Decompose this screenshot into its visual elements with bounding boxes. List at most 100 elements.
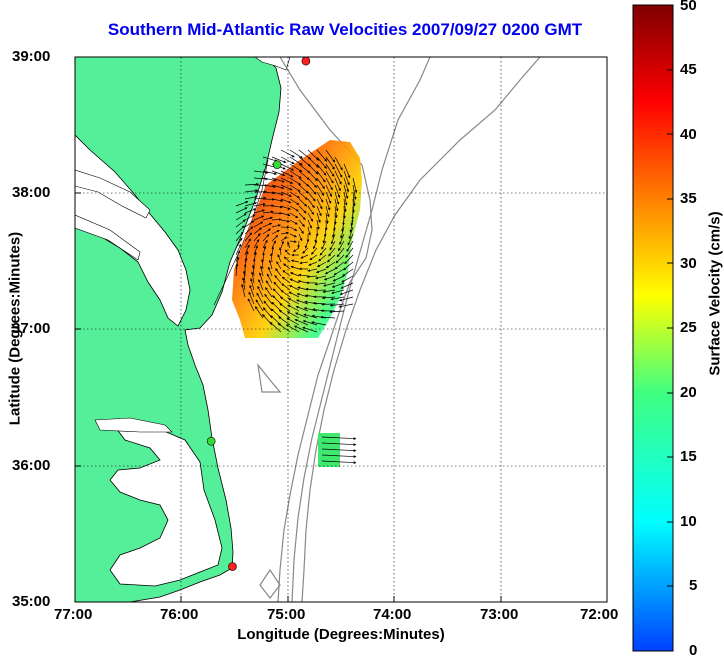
velocity-vector	[298, 233, 303, 242]
velocity-vector	[326, 254, 336, 263]
velocity-vector	[334, 156, 343, 171]
velocity-vector	[295, 305, 309, 312]
velocity-vector	[298, 219, 305, 227]
velocity-vector	[294, 325, 309, 333]
velocity-vector	[280, 170, 294, 178]
velocity-vector	[235, 219, 246, 228]
velocity-vector	[235, 200, 249, 207]
velocity-vector	[235, 207, 248, 214]
velocity-vector	[315, 275, 327, 280]
velocity-vector	[290, 265, 300, 270]
velocity-vector	[262, 222, 273, 228]
velocity-vector	[255, 299, 264, 312]
velocity-vector	[307, 149, 320, 161]
velocity-vector	[280, 231, 289, 235]
velocity-vector	[276, 261, 282, 270]
velocity-vector	[280, 296, 291, 305]
velocity-vector	[289, 278, 300, 284]
velocity-vector	[307, 212, 313, 222]
velocity-vector	[235, 213, 247, 221]
rappahannock-river	[75, 214, 141, 261]
velocity-vector	[339, 233, 345, 245]
velocity-vector	[256, 292, 264, 305]
velocity-vector	[289, 233, 297, 238]
velocity-vector	[253, 177, 269, 181]
velocity-vector	[279, 303, 291, 312]
colorbar-tick: 30	[680, 255, 697, 272]
velocity-vector	[280, 184, 293, 191]
velocity-vector	[244, 220, 255, 228]
velocity-vector	[322, 289, 336, 293]
velocity-vector	[235, 243, 242, 256]
velocity-vector	[303, 313, 318, 319]
velocity-vector	[343, 261, 354, 271]
velocity-vector	[277, 254, 282, 263]
velocity-vector	[352, 191, 356, 207]
velocity-vector	[289, 177, 302, 186]
velocity-vector	[286, 317, 300, 326]
velocity-vector	[324, 268, 336, 275]
velocity-vector	[271, 170, 286, 177]
xtick-label: 76:00	[160, 606, 199, 623]
grid-lines	[75, 57, 607, 602]
pamlico-sound	[109, 419, 223, 587]
velocity-vector	[258, 279, 264, 291]
velocity-vector	[338, 240, 345, 252]
velocity-vector	[313, 289, 327, 292]
velocity-vector	[262, 228, 271, 235]
velocity-vector	[284, 249, 291, 256]
colorbar-tick: 15	[680, 448, 697, 465]
velocity-vector	[271, 177, 285, 183]
velocity-vector	[283, 256, 291, 263]
velocity-vector	[325, 177, 333, 191]
velocity-vector	[253, 203, 266, 207]
velocity-vector	[325, 184, 332, 198]
velocity-vector	[280, 236, 288, 242]
velocity-vector	[244, 226, 254, 235]
velocity-vector	[285, 324, 300, 333]
velocity-vector	[331, 282, 345, 288]
velocity-vector	[321, 296, 336, 300]
velocity-vector	[345, 247, 354, 259]
velocity-vector	[352, 177, 358, 194]
velocity-vector	[280, 212, 291, 217]
velocity-vector	[282, 270, 291, 277]
velocity-vector	[272, 288, 282, 298]
velocity-vector	[321, 240, 327, 250]
velocity-vector	[274, 274, 282, 284]
velocity-vector	[278, 247, 282, 256]
velocity-vector	[322, 233, 327, 244]
velocity-vector	[331, 289, 345, 295]
velocity-vector	[325, 170, 334, 184]
velocity-vector	[244, 189, 259, 193]
velocity-vector	[262, 184, 276, 188]
velocity-vector	[253, 215, 265, 221]
velocity-vector	[235, 263, 239, 277]
velocity-vector	[294, 319, 309, 326]
radar-station-marker	[228, 562, 237, 571]
velocity-vector	[350, 212, 354, 227]
velocity-vector	[248, 291, 255, 305]
colorbar-tick: 50	[680, 0, 697, 14]
velocity-vector	[321, 442, 357, 446]
velocity-vector	[343, 191, 348, 206]
velocity-vector	[334, 170, 342, 185]
velocity-vector	[269, 252, 273, 263]
velocity-vector	[271, 301, 282, 312]
velocity-vector	[307, 205, 314, 215]
velocity-vector	[343, 170, 350, 186]
velocity-vector	[307, 177, 317, 188]
velocity-vector	[298, 198, 308, 207]
velocity-vector	[307, 184, 317, 195]
velocity-vector	[287, 304, 300, 312]
velocity-vector	[265, 287, 273, 298]
velocity-vector	[347, 233, 354, 246]
velocity-vector	[302, 326, 318, 333]
velocity-vector	[316, 212, 321, 224]
velocity-vector	[316, 177, 325, 190]
colorbar-tick: 35	[680, 190, 697, 207]
velocity-vector	[289, 212, 299, 219]
velocity-vector	[260, 258, 264, 270]
velocity-vector	[298, 226, 304, 234]
velocity-vector	[328, 247, 336, 257]
